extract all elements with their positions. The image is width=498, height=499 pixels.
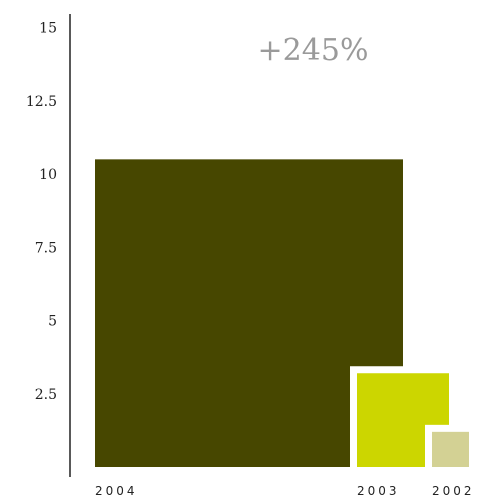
category-label-2002: 2002 [432,484,475,498]
category-label-2004: 2004 [95,484,138,498]
y-tick-label: 7.5 [35,240,57,256]
y-tick-label: 5 [48,314,57,330]
y-tick-label: 10 [39,167,57,183]
y-tick-label: 12.5 [26,94,57,110]
y-tick-label: 15 [39,21,57,37]
growth-annotation: +245% [258,33,369,68]
category-label-2003: 2003 [357,484,400,498]
category-labels: 2004 2003 2002 [95,484,475,498]
y-tick-label: 2.5 [35,387,57,403]
bars [95,159,469,467]
bar-2002 [432,431,469,467]
y-axis-ticks: 15 12.5 10 7.5 5 2.5 [26,21,57,403]
